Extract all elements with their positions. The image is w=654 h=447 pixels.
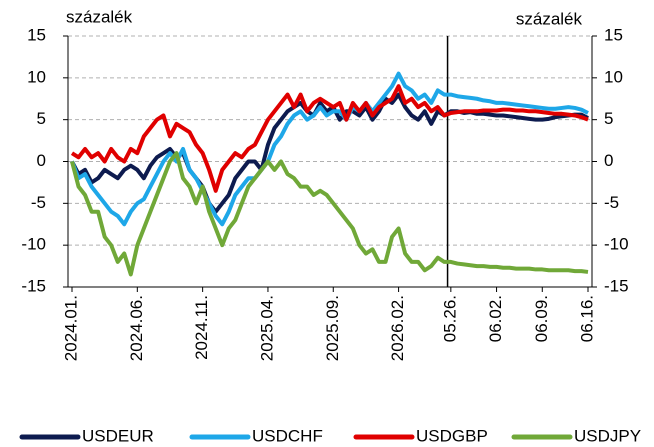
y2-tick-label: 5 <box>604 109 613 128</box>
x-tick-label: 2024.01. <box>61 295 80 361</box>
y-tick-label: -10 <box>21 235 46 254</box>
x-tick-label: 05.26. <box>440 295 459 342</box>
y2-tick-label: -15 <box>604 276 629 295</box>
x-tick-label: 06.16. <box>577 295 596 342</box>
y-tick-label: 0 <box>37 151 46 170</box>
legend-label: USDJPY <box>574 426 641 445</box>
y2-tick-label: -5 <box>604 193 619 212</box>
x-tick-label: 2025.09. <box>323 295 342 361</box>
y-tick-label: -5 <box>31 193 46 212</box>
y-tick-label: 15 <box>27 25 46 44</box>
y2-tick-label: 15 <box>604 25 623 44</box>
y2-axis-label: százalék <box>516 9 583 28</box>
y-tick-label: 5 <box>37 109 46 128</box>
y2-tick-label: -10 <box>604 235 629 254</box>
x-tick-label: 2026.02. <box>388 295 407 361</box>
legend-label: USDEUR <box>82 426 154 445</box>
x-tick-label: 06.02. <box>486 295 505 342</box>
y-tick-label: 10 <box>27 67 46 86</box>
series-line <box>70 92 589 214</box>
y2-tick-label: 0 <box>604 151 613 170</box>
y-axis-label: százalék <box>66 7 133 26</box>
series-line <box>70 71 589 227</box>
y-tick-label: -15 <box>21 276 46 295</box>
x-tick-label: 2024.11. <box>192 295 211 360</box>
legend-label: USDGBP <box>416 426 488 445</box>
legend-label: USDCHF <box>252 426 323 445</box>
series-line <box>70 84 589 193</box>
x-tick-label: 2024.06. <box>127 295 146 361</box>
x-tick-label: 06.09. <box>532 295 551 342</box>
y2-tick-label: 10 <box>604 67 623 86</box>
series-line <box>70 151 589 277</box>
x-tick-label: 2025.04. <box>257 295 276 361</box>
